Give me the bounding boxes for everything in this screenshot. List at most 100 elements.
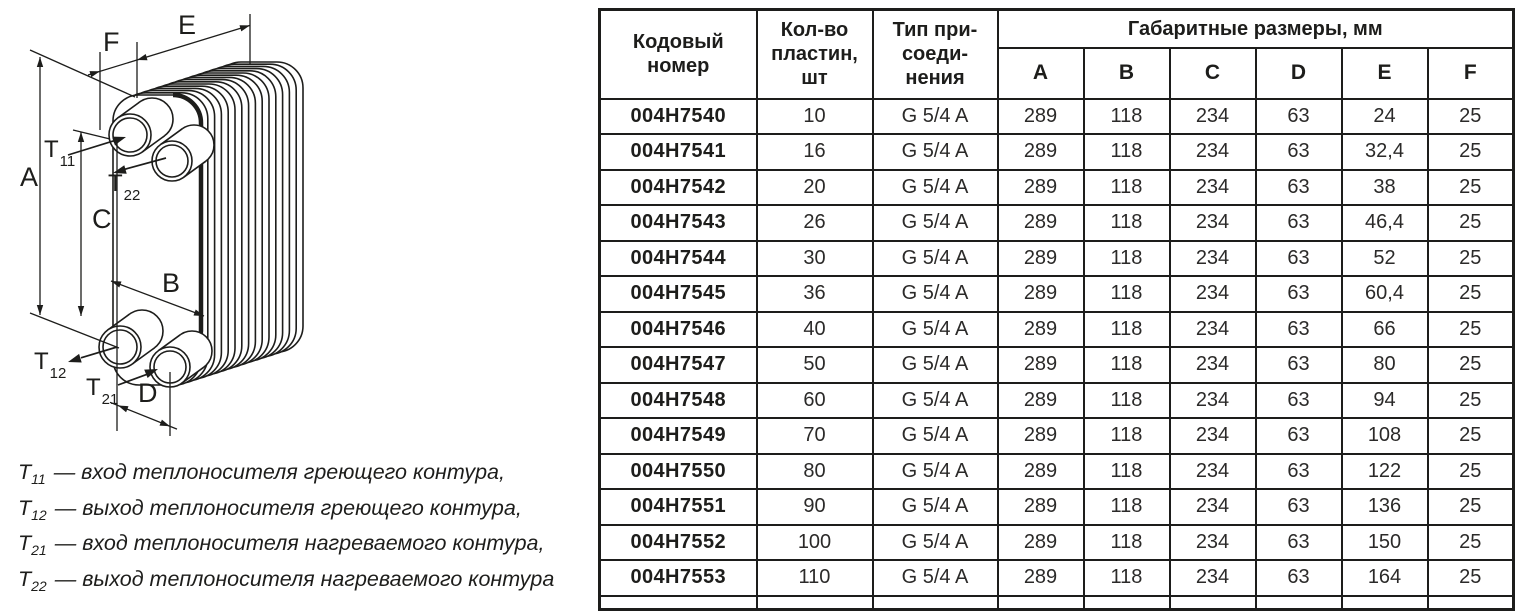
dim-line-B [110, 280, 205, 317]
cell-plates: 110 [755, 559, 874, 597]
cell-connection: G 5/4 A [871, 346, 999, 384]
cell-dim-e: 24 [1340, 97, 1429, 135]
cell-dim-f: 25 [1426, 559, 1515, 597]
cell-dim-e: 46,4 [1340, 204, 1429, 242]
cell-code: 004H7540 [598, 97, 758, 135]
heat-exchanger-diagram: A C E F B D T11 T22 T12 T21 [0, 0, 600, 460]
cell-dim-a: 289 [996, 97, 1085, 135]
flow-t11-line [67, 139, 116, 156]
cell-dim-a: 289 [996, 381, 1085, 419]
cell-connection: G 5/4 A [871, 488, 999, 526]
cell-code: 004H7541 [598, 133, 758, 171]
cell-dim-b: 118 [1082, 559, 1171, 597]
cell-dim-c: 234 [1168, 275, 1257, 313]
dim-label-e: E [178, 10, 197, 40]
cell-dim-b: 118 [1082, 133, 1171, 171]
port-t12-symbol: T [34, 348, 49, 375]
col-header-dimensions-group: Габаритные размеры, мм [996, 8, 1515, 49]
cell-connection: G 5/4 A [871, 168, 999, 206]
cell-plates: 80 [755, 452, 874, 490]
cell-dim-a: 289 [996, 310, 1085, 348]
cell-connection: G 5/4 A [871, 310, 999, 348]
cell-dim-a: 289 [996, 417, 1085, 455]
table-partial-row-body [598, 594, 1515, 611]
port-label-t22: T22 [108, 172, 140, 203]
cell-code: 004H7550 [598, 452, 758, 490]
legend-symbol: T [18, 460, 32, 484]
cell-dim-f: 25 [1426, 452, 1515, 490]
cell-code: 004H7545 [598, 275, 758, 313]
cell-code: 004H7546 [598, 310, 758, 348]
legend-text: — вход теплоносителя греющего контура, [53, 460, 505, 484]
cell-dim-f: 25 [1426, 275, 1515, 313]
cell-dim-c: 234 [1168, 204, 1257, 242]
cell-dim-b: 118 [1082, 239, 1171, 277]
cell-dim-d: 63 [1254, 168, 1343, 206]
flow-t11-arrow [112, 136, 126, 146]
cell-code: 004H7551 [598, 488, 758, 526]
cell-dim-d: 63 [1254, 452, 1343, 490]
table-row-partial [598, 594, 1515, 611]
cell-dim-d: 63 [1254, 97, 1343, 135]
col-header-connection: Тип при- соеди- нения [871, 8, 999, 100]
cell-dim-f: 25 [1426, 168, 1515, 206]
col-header-a: A [996, 46, 1085, 100]
flow-t22-arrow [113, 165, 127, 174]
cell-dim-a: 289 [996, 452, 1085, 490]
table-row: 004H7549 70 G 5/4 A 289 118 234 63 108 2… [598, 417, 1515, 455]
table-header: Кодовый номер Кол-во пластин, шт Тип при… [598, 8, 1515, 100]
cell-dim-d: 63 [1254, 381, 1343, 419]
legend-subscript: 22 [31, 577, 47, 594]
dimensions-table: Кодовый номер Кол-во пластин, шт Тип при… [598, 8, 1516, 611]
table-header-row-top: Кодовый номер Кол-во пластин, шт Тип при… [598, 8, 1515, 100]
port-t11-subscript: 11 [59, 152, 76, 170]
flow-t21-arrow [144, 369, 158, 378]
cell-dim-d: 63 [1254, 346, 1343, 384]
cell-dim-f: 25 [1426, 204, 1515, 242]
cell-dim-e: 80 [1340, 346, 1429, 384]
table-row: 004H7540 10 G 5/4 A 289 118 234 63 24 25 [598, 97, 1515, 135]
cell-dim-a: 289 [996, 488, 1085, 526]
col-header-c: C [1168, 46, 1257, 100]
cell-dim-c: 234 [1168, 133, 1257, 171]
cell-dim-b: 118 [1082, 381, 1171, 419]
cell-dim-e: 52 [1340, 239, 1429, 277]
cell-connection: G 5/4 A [871, 97, 999, 135]
legend-line: T12 — выход теплоносителя греющего контур… [18, 494, 554, 530]
cell-dim-e: 164 [1340, 559, 1429, 597]
cell-dim-b: 118 [1082, 452, 1171, 490]
table-body: 004H7540 10 G 5/4 A 289 118 234 63 24 25… [598, 97, 1515, 597]
table-row: 004H7541 16 G 5/4 A 289 118 234 63 32,4 … [598, 133, 1515, 171]
cell-dim-d: 63 [1254, 559, 1343, 597]
dimension-arrowheads [36, 25, 250, 427]
cell-plates: 20 [755, 168, 874, 206]
cell-dim-a: 289 [996, 239, 1085, 277]
heat-exchanger-drawing [29, 14, 304, 436]
dim-label-c: C [92, 204, 112, 234]
cell-dim-b: 118 [1082, 488, 1171, 526]
cell-code: 004H7542 [598, 168, 758, 206]
cell-dim-a: 289 [996, 133, 1085, 171]
ext-diagonal-bottom [29, 312, 120, 349]
legend-subscript: 11 [31, 471, 46, 487]
cell-dim-c: 234 [1168, 488, 1257, 526]
cell-dim-d: 63 [1254, 488, 1343, 526]
cell-connection: G 5/4 A [871, 523, 999, 561]
cell-dim-a: 289 [996, 204, 1085, 242]
cell-dim-c: 234 [1168, 523, 1257, 561]
cell-dim-f: 25 [1426, 417, 1515, 455]
cell-connection: G 5/4 A [871, 275, 999, 313]
cell-dim-d: 63 [1254, 239, 1343, 277]
port-t11-symbol: T [44, 136, 59, 163]
ext-c-top [72, 129, 111, 140]
cell-code: 004H7549 [598, 417, 758, 455]
port-label-t21: T21 [86, 376, 118, 407]
col-header-code: Кодовый номер [598, 8, 758, 100]
cell-dim-b: 118 [1082, 168, 1171, 206]
cell-plates: 50 [755, 346, 874, 384]
cell-connection: G 5/4 A [871, 204, 999, 242]
cell-connection: G 5/4 A [871, 239, 999, 277]
legend: T11 — вход теплоносителя греющего контура… [18, 458, 554, 600]
flow-t21-line [117, 373, 148, 386]
cell-plates: 90 [755, 488, 874, 526]
